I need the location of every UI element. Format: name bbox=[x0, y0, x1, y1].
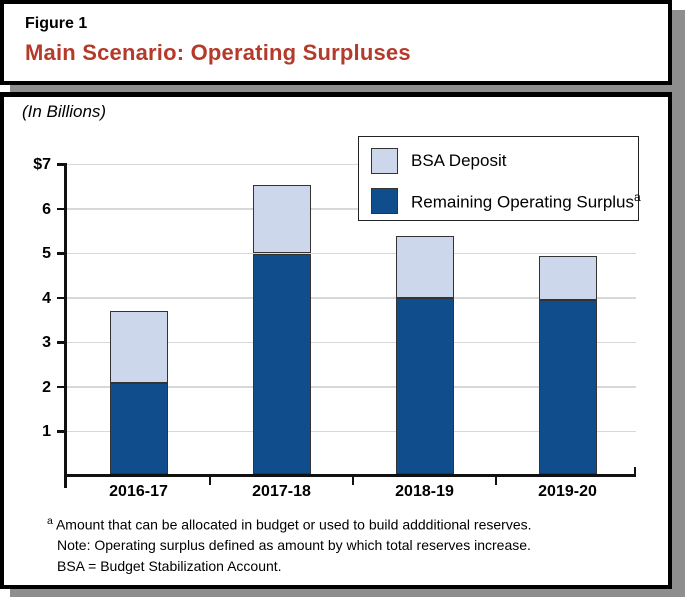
x-axis-line bbox=[64, 474, 636, 477]
x-tick-label: 2017-18 bbox=[252, 483, 311, 500]
x-tick bbox=[494, 477, 498, 485]
legend-label: Remaining Operating Surplusa bbox=[411, 189, 641, 212]
gridline bbox=[67, 341, 636, 344]
bar-segment bbox=[252, 184, 311, 254]
y-tick-label: $7 bbox=[33, 156, 51, 173]
units-subtitle: (In Billions) bbox=[22, 102, 107, 121]
x-tick-label: 2018-19 bbox=[395, 483, 454, 500]
y-tick bbox=[57, 296, 64, 300]
bar-segment bbox=[538, 300, 597, 474]
gridline bbox=[67, 430, 636, 433]
x-tick bbox=[351, 477, 355, 485]
gridline bbox=[67, 208, 636, 210]
y-tick bbox=[57, 207, 64, 211]
gridline bbox=[67, 252, 636, 255]
bar-segment bbox=[395, 298, 454, 474]
y-tick bbox=[57, 430, 64, 433]
gridline bbox=[67, 163, 636, 166]
legend-label: BSA Deposit bbox=[411, 151, 507, 170]
y-tick bbox=[57, 252, 64, 255]
bar-segment bbox=[538, 255, 597, 301]
y-tick-label: 3 bbox=[42, 334, 51, 351]
figure-title: Main Scenario: Operating Surpluses bbox=[25, 40, 411, 65]
footnote-line: BSA = Budget Stabilization Account. bbox=[57, 557, 282, 574]
figure-header: Figure 1 Main Scenario: Operating Surplu… bbox=[0, 0, 672, 85]
x-tick bbox=[208, 477, 212, 485]
bar-segment bbox=[395, 235, 454, 298]
bar-segment bbox=[109, 382, 168, 474]
legend-item-remaining-surplus: Remaining Operating Surplusa bbox=[371, 188, 641, 214]
chart-legend: BSA Deposit Remaining Operating Surplusa bbox=[358, 136, 641, 221]
gridline bbox=[67, 297, 636, 299]
gridline bbox=[67, 386, 636, 388]
remaining-surplus-swatch-icon bbox=[371, 188, 398, 214]
bsa-deposit-swatch-icon bbox=[371, 148, 398, 174]
footnotes: a Amount that can be allocated in budget… bbox=[47, 511, 532, 576]
x-tick-label: 2016-17 bbox=[109, 483, 168, 500]
footnote-line: a Amount that can be allocated in budget… bbox=[47, 515, 532, 533]
legend-item-bsa-deposit: BSA Deposit bbox=[371, 148, 638, 174]
bar-segment bbox=[109, 311, 168, 383]
x-axis-end-tick bbox=[633, 467, 636, 474]
y-tick bbox=[57, 385, 64, 389]
y-tick-label: 6 bbox=[42, 200, 51, 218]
footnote-line: Note: Operating surplus defined as amoun… bbox=[57, 537, 531, 554]
y-tick bbox=[57, 163, 64, 166]
y-tick-label: 1 bbox=[42, 423, 51, 440]
y-axis-line bbox=[64, 163, 67, 488]
figure-label: Figure 1 bbox=[25, 15, 88, 32]
y-tick bbox=[57, 341, 64, 344]
bar-segment bbox=[252, 253, 311, 474]
x-tick-label: 2019-20 bbox=[538, 483, 597, 500]
y-tick-label: 5 bbox=[42, 245, 51, 262]
plot-area: 2016-17 2017-18 2018-19 2019-20 1 2 3 4 5 6 $7 bbox=[4, 97, 668, 585]
y-tick-label: 4 bbox=[42, 289, 51, 307]
y-tick-label: 2 bbox=[42, 378, 51, 396]
chart-panel: (In Billions) 2016-17 2017-18 2018-19 2019-… bbox=[0, 92, 672, 589]
